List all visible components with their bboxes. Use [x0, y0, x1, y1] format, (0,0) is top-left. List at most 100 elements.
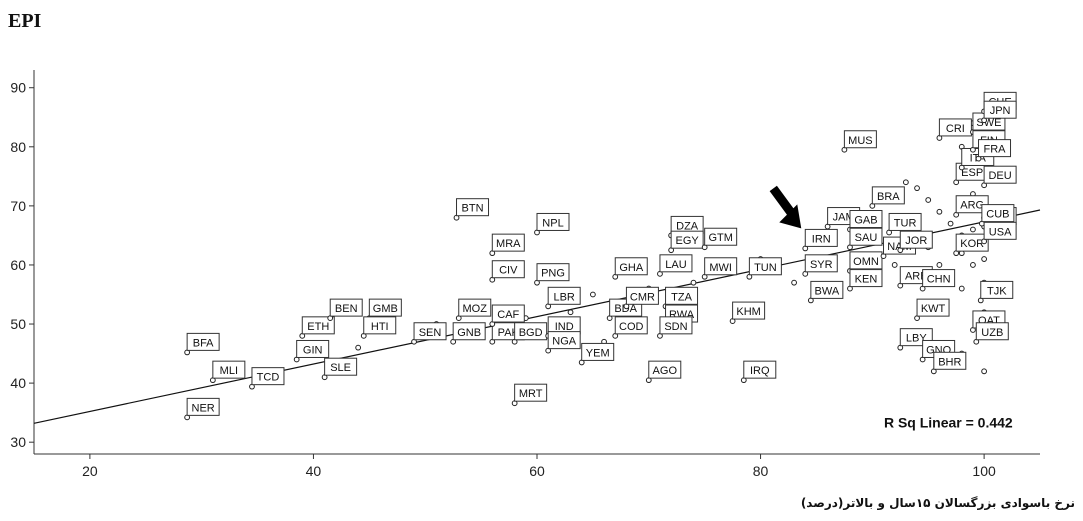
point-label-bra: BRA: [871, 186, 905, 205]
point-label-tun: TUN: [748, 257, 782, 276]
point-label-text: IND: [555, 321, 574, 333]
point-label-box: [536, 212, 570, 231]
point-label-text: PAK: [498, 327, 520, 339]
point-label-gin: GIN: [296, 339, 330, 358]
point-label-npl: NPL: [536, 212, 570, 231]
point-label-text: SLE: [330, 362, 351, 374]
point-label-text: GHA: [619, 262, 644, 274]
point-label-box: [452, 322, 486, 341]
point-label-tza: TZA: [665, 286, 699, 305]
point-label-mus: MUS: [843, 130, 877, 149]
point-label-box: [363, 316, 397, 335]
data-point: [936, 208, 943, 215]
point-label-box: [212, 360, 246, 379]
point-label-text: ESP: [961, 167, 983, 179]
x-tick-label: 20: [82, 463, 98, 479]
r-squared-annotation: R Sq Linear = 0.442: [884, 414, 1013, 430]
point-label-arg: ARG: [955, 195, 989, 214]
point-label-box: [849, 269, 883, 288]
point-label-box: [614, 316, 648, 335]
data-point: [981, 368, 988, 375]
point-label-text: CHN: [927, 274, 951, 286]
data-point: [936, 262, 943, 268]
point-label-text: CMR: [630, 291, 655, 303]
point-label-box: [983, 165, 1017, 184]
data-point: [981, 256, 988, 262]
point-label-sle: SLE: [324, 357, 358, 376]
point-label-box: [458, 298, 492, 317]
y-tick-label: 40: [10, 375, 26, 391]
point-label-text: CAF: [497, 309, 519, 321]
point-label-tjk: TJK: [980, 280, 1014, 299]
point-label-gnb: GNB: [452, 322, 486, 341]
point-label-box: [843, 130, 877, 149]
point-label-box: [871, 186, 905, 205]
point-label-box: [413, 322, 447, 341]
data-point: [925, 197, 932, 203]
point-label-ben: BEN: [329, 298, 363, 317]
point-label-box: [456, 198, 490, 217]
point-label-gmb: GMB: [368, 298, 402, 317]
point-label-text: HTI: [371, 321, 389, 333]
point-label-text: GIN: [303, 344, 323, 356]
point-label-ago: AGO: [648, 360, 682, 379]
point-label-box: [899, 230, 933, 249]
point-label-box: [514, 383, 548, 402]
point-label-text: UZB: [981, 327, 1003, 339]
point-label-box: [614, 257, 648, 276]
point-label-gtm: GTM: [704, 227, 738, 246]
point-label-text: ARE: [905, 271, 928, 283]
point-label-text: OMN: [853, 256, 879, 268]
point-label-text: BRA: [877, 191, 900, 203]
point-label-text: ETH: [307, 321, 329, 333]
point-label-text: DEU: [988, 170, 1011, 182]
point-label-box: [324, 357, 358, 376]
point-label-text: SAU: [855, 232, 878, 244]
point-label-tcd: TCD: [251, 367, 285, 386]
point-label-box: [547, 331, 581, 350]
point-label-text: FRA: [984, 144, 1007, 156]
point-label-text: GMB: [373, 303, 398, 315]
point-label-text: EGY: [676, 235, 700, 247]
point-label-mra: MRA: [491, 233, 525, 252]
point-label-box: [514, 322, 548, 341]
point-label-box: [659, 316, 693, 335]
point-label-text: SDN: [664, 321, 687, 333]
point-label-sau: SAU: [849, 227, 883, 246]
point-label-box: [704, 227, 738, 246]
point-label-box: [933, 351, 967, 370]
point-label-text: KWT: [921, 303, 946, 315]
point-label-box: [922, 269, 956, 288]
point-label-box: [670, 230, 704, 249]
point-label-bwa: BWA: [810, 280, 844, 299]
point-label-lbr: LBR: [547, 286, 581, 305]
point-label-bhr: BHR: [933, 351, 967, 370]
point-label-text: NPL: [542, 217, 563, 229]
point-label-text: AGO: [653, 365, 678, 377]
point-label-sen: SEN: [413, 322, 447, 341]
point-label-box: [186, 397, 220, 416]
point-label-text: CUB: [986, 209, 1009, 221]
point-label-text: MRA: [496, 238, 521, 250]
point-label-text: SEN: [419, 327, 442, 339]
point-label-chn: CHN: [922, 269, 956, 288]
point-label-text: BTN: [462, 203, 484, 215]
point-label-box: [916, 298, 950, 317]
point-label-box: [980, 280, 1014, 299]
y-axis-label: EPI: [8, 10, 42, 32]
point-label-text: JOR: [905, 235, 927, 247]
point-label-btn: BTN: [456, 198, 490, 217]
point-label-tur: TUR: [888, 212, 922, 231]
point-label-jpn: JPN: [983, 100, 1017, 119]
point-label-gha: GHA: [614, 257, 648, 276]
point-label-text: BHR: [938, 356, 961, 368]
point-label-box: [296, 339, 330, 358]
point-label-box: [491, 304, 525, 323]
x-axis-label: نرخ باسوادی بزرگسالان ۱۵سال و بالاتر(درص…: [800, 496, 1075, 510]
point-label-civ: CIV: [491, 260, 525, 279]
point-label-deu: DEU: [983, 165, 1017, 184]
point-label-box: [748, 257, 782, 276]
point-label-box: [665, 286, 699, 305]
point-label-text: TZA: [671, 291, 692, 303]
point-label-text: IRN: [812, 233, 831, 245]
